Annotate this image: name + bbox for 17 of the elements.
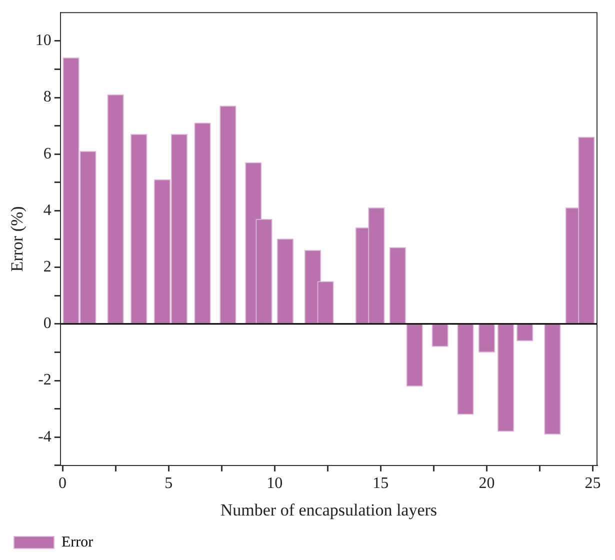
legend-label: Error	[62, 534, 94, 550]
x-axis-title: Number of encapsulation layers	[220, 500, 438, 520]
y-tick-label: 6	[43, 145, 52, 162]
y-tick-label: 8	[43, 88, 52, 106]
x-tick-label: 5	[164, 475, 173, 492]
y-tick-label: 4	[43, 202, 52, 219]
y-axis-title: Error (%)	[8, 206, 27, 272]
y-tick-label: -4	[38, 428, 52, 446]
x-tick-label: 25	[584, 475, 601, 492]
y-tick-label: 0	[43, 315, 52, 332]
x-tick-label: 15	[372, 475, 389, 492]
y-tick-label: 10	[35, 32, 52, 50]
y-tick-label: 2	[43, 258, 52, 276]
x-tick-label: 0	[58, 475, 67, 492]
y-tick-label: -2	[38, 372, 52, 389]
x-tick-label: 20	[478, 475, 495, 492]
x-tick-label: 10	[266, 475, 283, 492]
